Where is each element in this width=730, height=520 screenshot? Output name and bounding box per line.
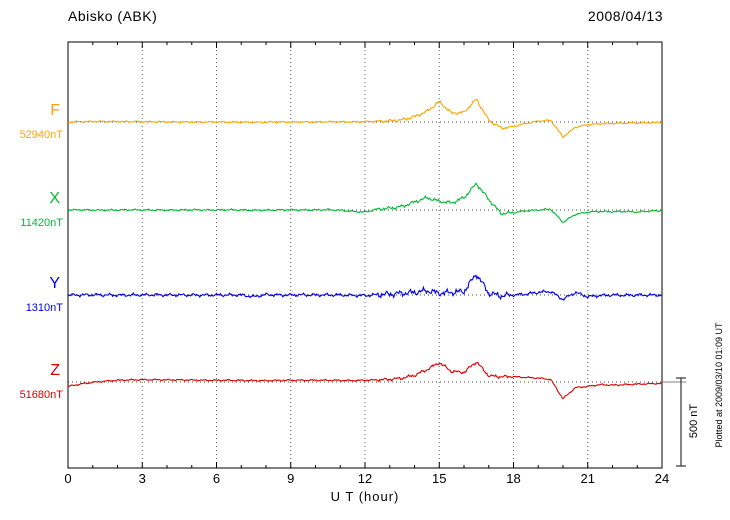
scale-bar-label: 500 nT: [688, 403, 700, 439]
trace-label-Y: Y: [49, 275, 60, 292]
trace-label-X: X: [49, 190, 60, 207]
trace-label-F: F: [50, 102, 60, 119]
x-tick-label: 6: [212, 471, 221, 486]
trace-Z: [67, 361, 663, 400]
x-tick-label: 24: [654, 471, 670, 486]
x-tick-label: 3: [138, 471, 146, 486]
x-tick-label: 9: [287, 471, 295, 486]
trace-label-Z: Z: [50, 362, 60, 379]
x-tick-label: 18: [506, 471, 521, 486]
x-axis-title: U T (hour): [330, 489, 400, 504]
x-tick-label: 15: [432, 471, 447, 486]
trace-baseline-value-F: 52940nT: [19, 129, 63, 141]
trace-baseline-value-Z: 51680nT: [19, 389, 63, 401]
trace-Y: [67, 274, 663, 301]
trace-baseline-value-X: 11420nT: [20, 217, 63, 229]
x-tick-label: 12: [357, 471, 373, 486]
trace-X: [67, 182, 663, 223]
trace-F: [67, 98, 663, 139]
station-title: Abisko (ABK): [68, 8, 158, 24]
plotted-at-note: Plotted at 2009/03/10 01:09 UT: [714, 322, 724, 448]
x-tick-label: 21: [580, 471, 595, 486]
x-tick-label: 0: [64, 471, 72, 486]
trace-baseline-value-Y: 1310nT: [25, 302, 63, 314]
date-label: 2008/04/13: [587, 8, 663, 24]
